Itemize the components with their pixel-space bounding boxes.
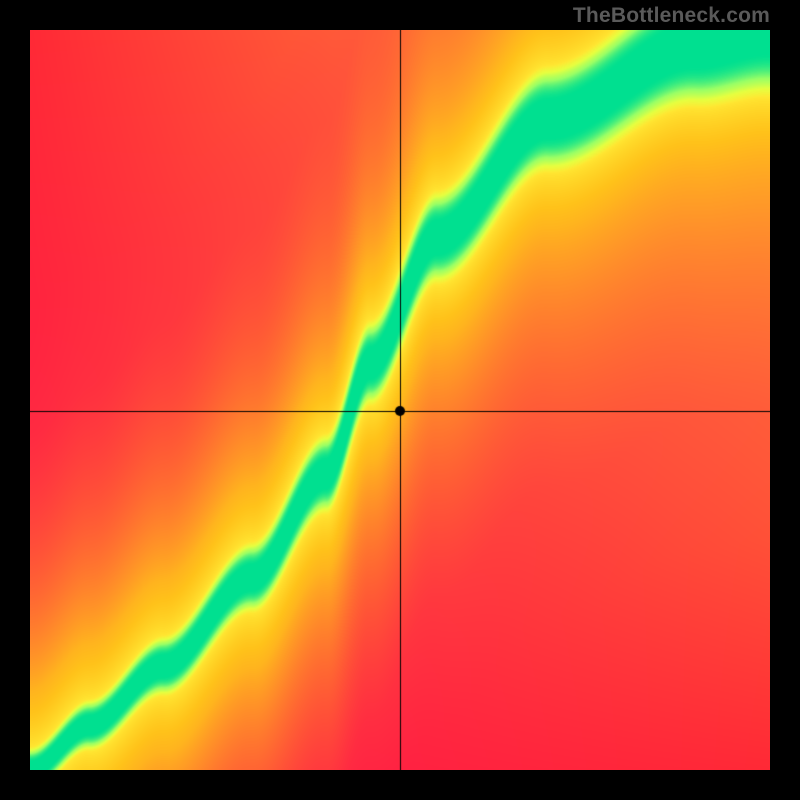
bottleneck-heatmap — [30, 30, 770, 770]
watermark-text: TheBottleneck.com — [573, 4, 770, 28]
